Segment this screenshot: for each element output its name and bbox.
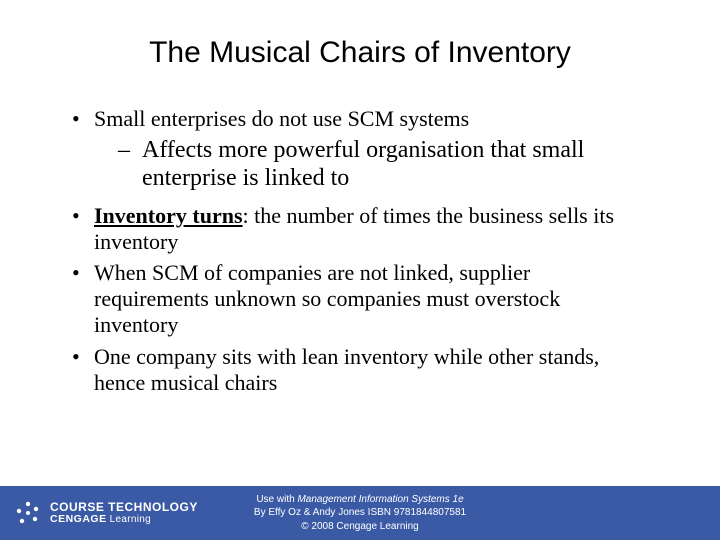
footer-center: Use with Management Information Systems … [210, 493, 510, 534]
brand-text: COURSE TECHNOLOGY CENGAGE Learning [50, 501, 198, 526]
brand-icon [14, 499, 42, 527]
bullet-4-text: One company sits with lean inventory whi… [94, 344, 599, 395]
footer-line1-pre: Use with [256, 494, 297, 505]
footer-line1-italic: Management Information Systems 1e [297, 494, 463, 505]
footer-bar: COURSE TECHNOLOGY CENGAGE Learning Use w… [0, 486, 720, 540]
bullet-3-text: When SCM of companies are not linked, su… [94, 260, 560, 337]
bullet-3: When SCM of companies are not linked, su… [72, 260, 648, 338]
footer-brand: COURSE TECHNOLOGY CENGAGE Learning [0, 499, 210, 527]
bullet-1-sub: Affects more powerful organisation that … [94, 136, 648, 193]
brand-bottom-light: Learning [107, 514, 151, 525]
footer-line3: © 2008 Cengage Learning [210, 520, 510, 534]
footer-line2: By Effy Oz & Andy Jones ISBN 97818448075… [210, 506, 510, 520]
bullet-2: Inventory turns: the number of times the… [72, 203, 648, 255]
bullet-1-sub-text: Affects more powerful organisation that … [142, 137, 584, 191]
bullet-4: One company sits with lean inventory whi… [72, 344, 648, 396]
footer-line1: Use with Management Information Systems … [210, 493, 510, 507]
slide-title: The Musical Chairs of Inventory [0, 0, 720, 94]
brand-bottom-line: CENGAGE Learning [50, 514, 198, 526]
bullet-list: Small enterprises do not use SCM systems… [72, 106, 648, 396]
bullet-1: Small enterprises do not use SCM systems… [72, 106, 648, 193]
slide: The Musical Chairs of Inventory Small en… [0, 0, 720, 540]
brand-bottom-bold: CENGAGE [50, 513, 107, 525]
bullet-2-term: Inventory turns [94, 203, 243, 228]
bullet-1-text: Small enterprises do not use SCM systems [94, 106, 469, 131]
slide-body: Small enterprises do not use SCM systems… [0, 94, 720, 396]
